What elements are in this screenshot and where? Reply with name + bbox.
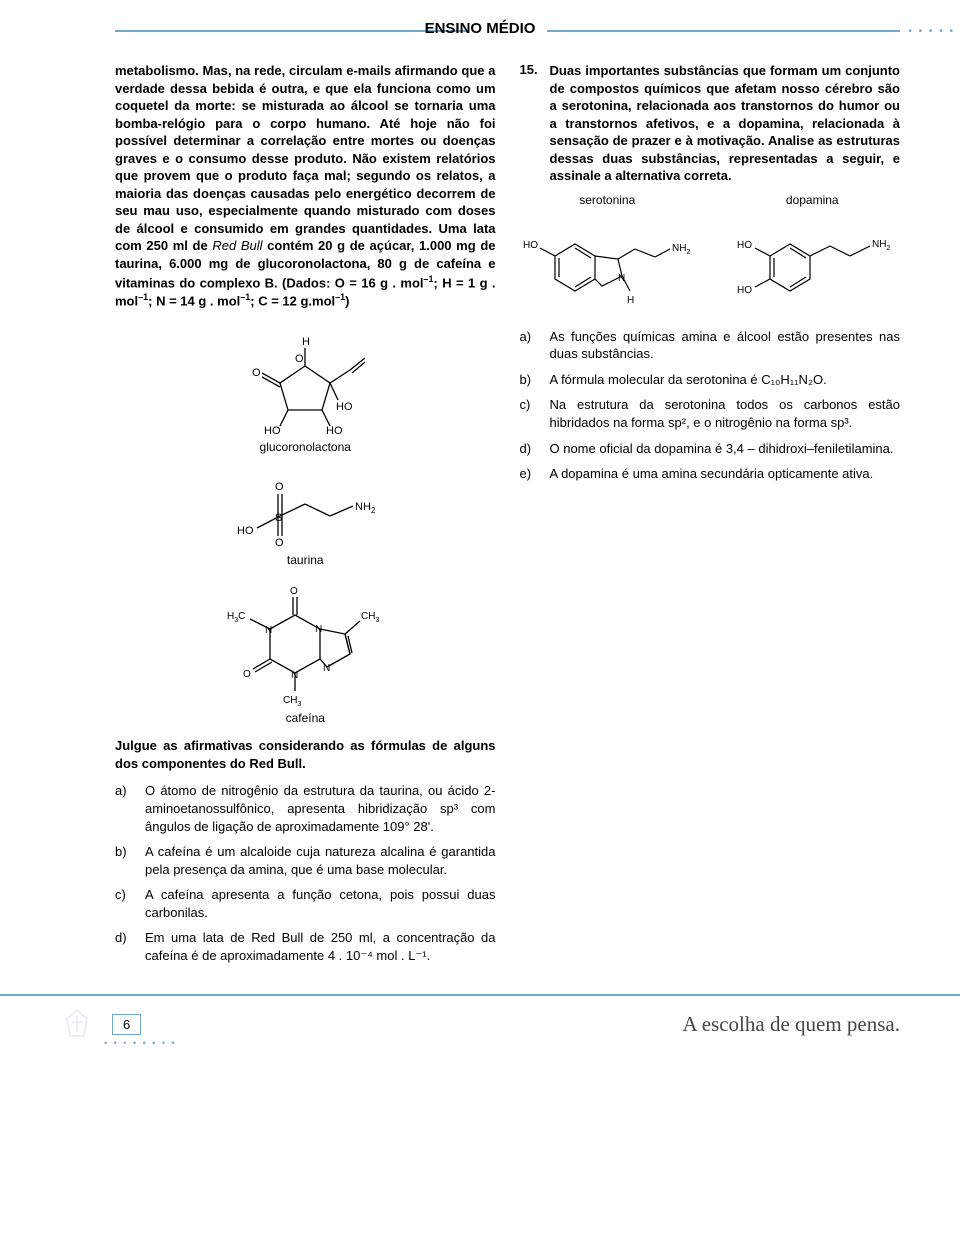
svg-text:HO: HO bbox=[264, 425, 281, 437]
svg-text:O: O bbox=[243, 669, 251, 680]
q15-a: a) As funções químicas amina e álcool es… bbox=[520, 328, 901, 363]
q14-b: b) A cafeína é um alcaloide cuja naturez… bbox=[115, 843, 496, 878]
svg-text:H3C: H3C bbox=[227, 611, 245, 624]
q14-c: c) A cafeína apresenta a função cetona, … bbox=[115, 886, 496, 921]
q14-a: a) O átomo de nitrogênio da estrutura da… bbox=[115, 782, 496, 835]
molecule-glucoronolactona: O H O HO HO HO glucoronolactona bbox=[115, 318, 496, 454]
q14-d: d) Em uma lata de Red Bull de 250 ml, a … bbox=[115, 929, 496, 964]
right-column: 15. Duas importantes substâncias que for… bbox=[520, 62, 901, 972]
q14-continuation: metabolismo. Mas, na rede, circulam e-ma… bbox=[115, 62, 496, 310]
svg-text:O: O bbox=[295, 353, 304, 365]
svg-text:O: O bbox=[275, 481, 284, 493]
footer-dots: • • • • • • • • bbox=[104, 1038, 177, 1048]
svg-text:H: H bbox=[627, 295, 634, 306]
q15-c: c) Na estrutura da serotonina todos os c… bbox=[520, 396, 901, 431]
footer-tagline: A escolha de quem pensa. bbox=[682, 1012, 900, 1037]
q14-judge-text: Julgue as afirmativas considerando as fó… bbox=[115, 737, 496, 772]
left-column: metabolismo. Mas, na rede, circulam e-ma… bbox=[115, 62, 496, 972]
glucoronolactona-label: glucoronolactona bbox=[260, 440, 351, 454]
page-footer: 6 • • • • • • • • A escolha de quem pens… bbox=[0, 994, 960, 1052]
svg-text:HO: HO bbox=[336, 401, 353, 413]
svg-text:O: O bbox=[290, 586, 298, 597]
molecule-cafeina: N N N N O O H3C CH3 CH3 cafeína bbox=[115, 579, 496, 725]
q15-b: b) A fórmula molecular da serotonina é C… bbox=[520, 371, 901, 389]
svg-text:NH2: NH2 bbox=[355, 501, 376, 515]
page-number: 6 bbox=[112, 1014, 141, 1035]
svg-text:HO: HO bbox=[737, 240, 752, 251]
molecule-dopamina: dopamina bbox=[725, 193, 900, 314]
svg-text:HO: HO bbox=[326, 425, 343, 437]
q15-e: e) A dopamina é uma amina secundária opt… bbox=[520, 465, 901, 483]
q15-number: 15. bbox=[520, 62, 542, 185]
svg-text:S: S bbox=[275, 512, 282, 524]
taurina-label: taurina bbox=[287, 553, 324, 567]
svg-text:N: N bbox=[265, 625, 272, 636]
svg-text:N: N bbox=[618, 273, 625, 284]
header-title: ENSINO MÉDIO bbox=[425, 20, 536, 37]
molecule-serotonina: serotonina bbox=[520, 193, 695, 314]
q15-text: Duas importantes substâncias que formam … bbox=[550, 62, 901, 185]
svg-text:HO: HO bbox=[737, 285, 752, 296]
svg-text:NH2: NH2 bbox=[672, 243, 690, 256]
svg-text:CH3: CH3 bbox=[361, 611, 379, 624]
cafeina-label: cafeína bbox=[286, 711, 325, 725]
svg-text:N: N bbox=[291, 670, 298, 681]
svg-text:HO: HO bbox=[237, 525, 254, 537]
page-header: ENSINO MÉDIO • • • • • bbox=[115, 20, 900, 48]
svg-text:HO: HO bbox=[523, 240, 538, 251]
svg-text:N: N bbox=[323, 663, 330, 674]
q15-d: d) O nome oficial da dopamina é 3,4 – di… bbox=[520, 440, 901, 458]
svg-text:CH3: CH3 bbox=[283, 695, 301, 708]
svg-text:N: N bbox=[315, 624, 322, 635]
svg-text:NH2: NH2 bbox=[872, 239, 890, 252]
svg-text:O: O bbox=[252, 367, 261, 379]
molecule-taurina: S O O HO NH2 taurina bbox=[115, 466, 496, 567]
footer-logo-icon bbox=[60, 1007, 94, 1041]
q15: 15. Duas importantes substâncias que for… bbox=[520, 62, 901, 185]
svg-text:H: H bbox=[302, 336, 310, 348]
svg-text:O: O bbox=[275, 537, 284, 549]
q15-answers: a) As funções químicas amina e álcool es… bbox=[520, 328, 901, 483]
q14-answers: a) O átomo de nitrogênio da estrutura da… bbox=[115, 782, 496, 964]
header-dots: • • • • • bbox=[908, 26, 955, 37]
